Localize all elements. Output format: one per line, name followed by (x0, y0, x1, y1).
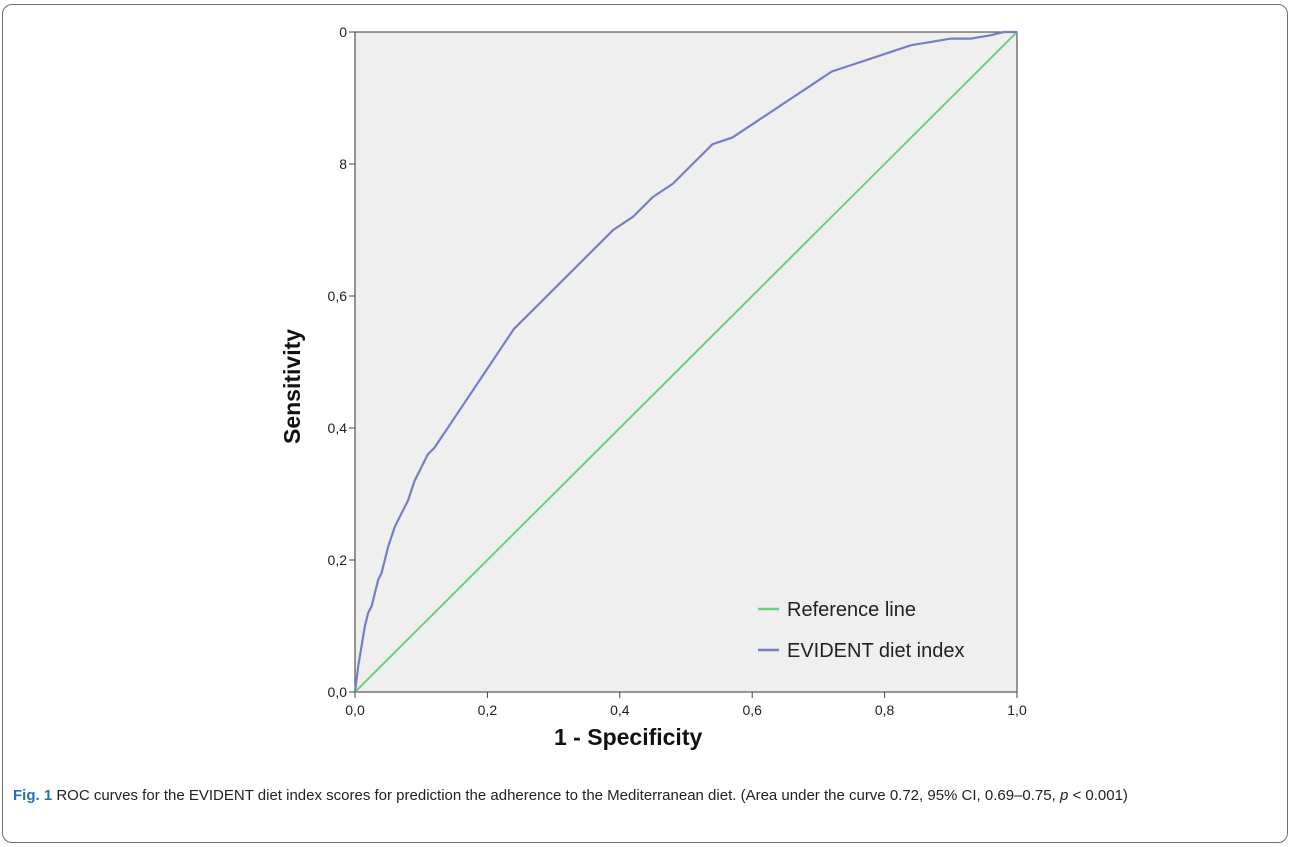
y-axis-title: Sensitivity (279, 329, 305, 444)
y-axis-ticks: 0,0 0,2 0,4 0,6 8 0 (328, 24, 355, 700)
legend-evident-label: EVIDENT diet index (787, 640, 965, 662)
x-tick-label: 0,0 (345, 702, 365, 718)
evident-roc-curve (353, 30, 1017, 693)
x-axis-title: 1 - Specificity (554, 724, 702, 750)
caption-text: ROC curves for the EVIDENT diet index sc… (52, 787, 1060, 804)
figure-caption: Fig. 1 ROC curves for the EVIDENT diet i… (13, 785, 1273, 807)
x-tick-label: 0,2 (478, 702, 498, 718)
figure-label: Fig. 1 (13, 787, 53, 804)
y-tick-label: 0,6 (328, 288, 348, 304)
legend: Reference line EVIDENT diet index (758, 599, 965, 662)
x-tick-label: 0,8 (875, 702, 895, 718)
y-tick-label: 0,0 (328, 684, 348, 700)
legend-reference-label: Reference line (787, 599, 916, 621)
caption-p-value: < 0.001) (1068, 787, 1128, 804)
y-tick-label: 0 (339, 24, 347, 40)
y-tick-label: 8 (339, 156, 347, 172)
p-value-symbol: p (1059, 787, 1069, 804)
y-tick-label: 0,4 (328, 420, 348, 436)
reference-line (354, 31, 1018, 693)
x-tick-label: 0,6 (742, 702, 762, 718)
x-tick-label: 1,0 (1007, 702, 1027, 718)
y-tick-label: 0,2 (328, 552, 348, 568)
x-axis-ticks: 0,0 0,2 0,4 0,6 0,8 1,0 (345, 692, 1027, 718)
x-tick-label: 0,4 (610, 702, 630, 718)
